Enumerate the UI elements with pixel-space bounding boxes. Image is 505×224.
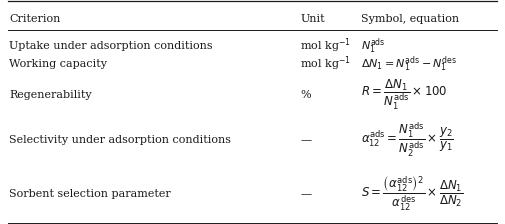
Text: $N_1^{\mathrm{ads}}$: $N_1^{\mathrm{ads}}$ xyxy=(361,36,386,56)
Text: Selectivity under adsorption conditions: Selectivity under adsorption conditions xyxy=(9,135,231,145)
Text: %: % xyxy=(300,90,311,100)
Text: Symbol, equation: Symbol, equation xyxy=(361,14,459,24)
Text: $R = \dfrac{\Delta N_1}{N_1^{\mathrm{ads}}} \times 100$: $R = \dfrac{\Delta N_1}{N_1^{\mathrm{ads… xyxy=(361,78,447,112)
Text: mol kg$^{-1}$: mol kg$^{-1}$ xyxy=(300,37,351,55)
Text: $\Delta N_1 = N_1^{\mathrm{ads}} - N_1^{\mathrm{des}}$: $\Delta N_1 = N_1^{\mathrm{ads}} - N_1^{… xyxy=(361,54,458,74)
Text: Criterion: Criterion xyxy=(9,14,61,24)
Text: Uptake under adsorption conditions: Uptake under adsorption conditions xyxy=(9,41,213,51)
Text: —: — xyxy=(300,135,312,145)
Text: $S = \dfrac{\left(\alpha_{12}^{\mathrm{ads}}\right)^2}{\alpha_{12}^{\mathrm{des}: $S = \dfrac{\left(\alpha_{12}^{\mathrm{a… xyxy=(361,174,464,213)
Text: mol kg$^{-1}$: mol kg$^{-1}$ xyxy=(300,54,351,73)
Text: —: — xyxy=(300,189,312,199)
Text: Regenerability: Regenerability xyxy=(9,90,92,100)
Text: $\alpha_{12}^{\mathrm{ads}} = \dfrac{N_1^{\mathrm{ads}}}{N_2^{\mathrm{ads}}} \ti: $\alpha_{12}^{\mathrm{ads}} = \dfrac{N_1… xyxy=(361,121,453,159)
Text: Working capacity: Working capacity xyxy=(9,59,107,69)
Text: Sorbent selection parameter: Sorbent selection parameter xyxy=(9,189,171,199)
Text: Unit: Unit xyxy=(300,14,325,24)
